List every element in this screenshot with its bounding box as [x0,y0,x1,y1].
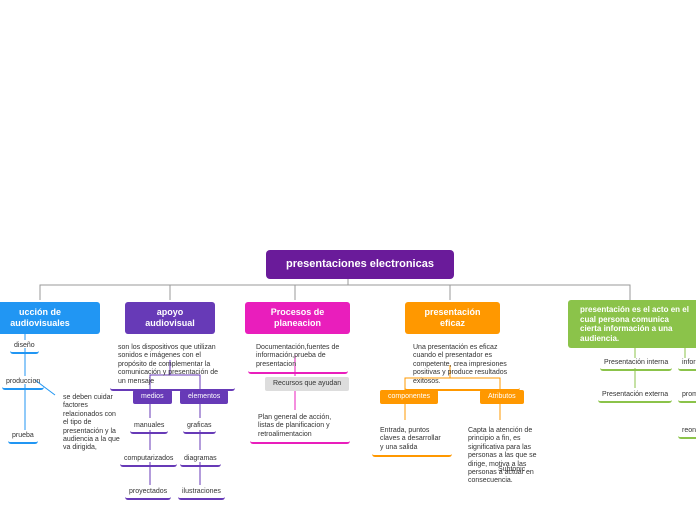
b2-proy: proyectados [125,486,171,500]
b2-manuales: manuales [130,420,168,434]
b5-interna: Presentación interna [600,357,672,371]
branch-eficaz: presentación eficaz [405,302,500,334]
b4-entrada: Entrada, puntos claves a desarrollar y u… [372,423,452,457]
b1-diseno: diseño [10,340,39,354]
b4-componentes: componentes [380,390,438,404]
b2-medios: medios [133,390,172,404]
branch-acto: presentación es el acto en el cual perso… [568,300,696,348]
b3-recursos: Recursos que ayudan [265,377,349,391]
b1-prueba: prueba [8,430,38,444]
branch-apoyo: apoyo audiovisual [125,302,215,334]
b5-externa: Presentación externa [598,389,672,403]
b4-atributos: Atributos [480,390,524,404]
branch-procesos: Procesos de planeacion [245,302,350,334]
b3-desc: Documentación,fuentes de información,pru… [248,340,348,374]
root-node: presentaciones electronicas [266,250,454,279]
b2-graficas: graficas [183,420,216,434]
branch-audiovisuales: ucción de audiovisuales [0,302,100,334]
b1-note: se deben cuidar factores relacionados co… [55,390,130,457]
b5-infor: infor [678,357,696,371]
b2-comp: computarizados [120,453,177,467]
b4-subtopic: Subtopic [490,462,530,478]
b2-diag: diagramas [180,453,221,467]
b5-prom: prom [678,389,696,403]
b4-desc: Una presentación es eficaz cuando el pre… [405,340,520,391]
b2-elementos: elementos [180,390,228,404]
b2-ilus: ilustraciones [178,486,225,500]
b2-desc: son los dispositivos que utilizan sonido… [110,340,235,391]
b5-reon: reon [678,425,696,439]
b1-produccion: produccion [2,376,44,390]
b4-capta: Capta la atención de principio a fin, es… [460,423,555,490]
b3-plan: Plan general de acción, listas de planif… [250,410,350,444]
